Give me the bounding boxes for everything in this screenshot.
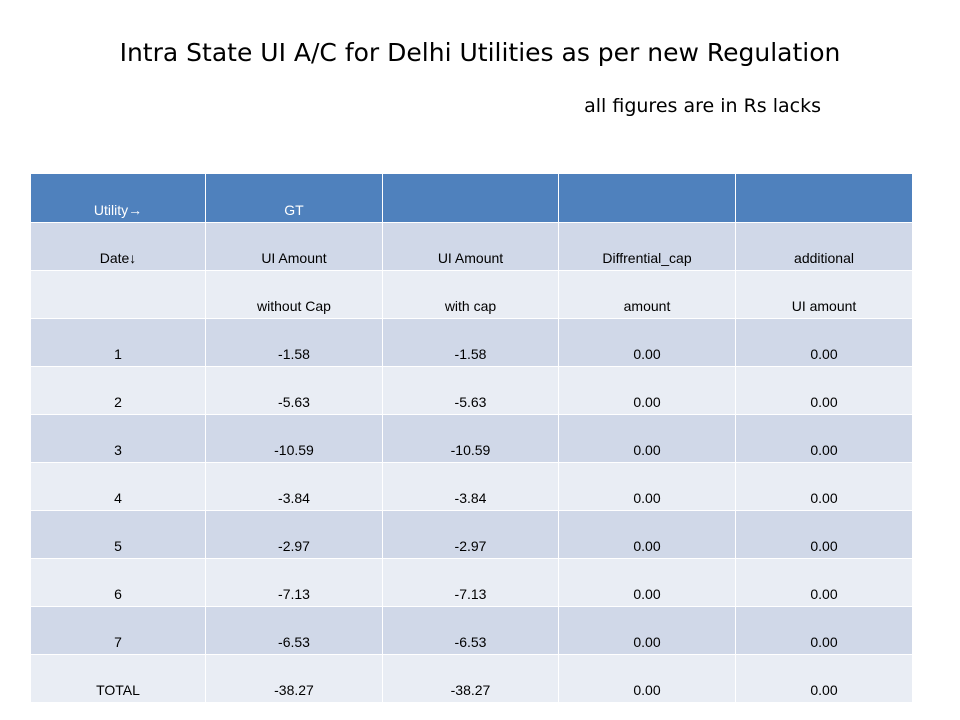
table-cell: 0.00 (735, 510, 913, 559)
subheader-cell: Date↓ (30, 222, 206, 271)
table-cell: -10.59 (382, 414, 559, 463)
subheader-cell: UI Amount (205, 222, 383, 271)
header-cell (558, 173, 736, 223)
table-cell: 0.00 (735, 318, 913, 367)
total-cell: 0.00 (558, 654, 736, 703)
table-cell: 0.00 (558, 462, 736, 511)
table-cell: -7.13 (205, 558, 383, 607)
table-row: 7 -6.53 -6.53 0.00 0.00 (30, 606, 913, 655)
table-header-row: Utility→ GT (30, 173, 913, 223)
table-cell: 0.00 (558, 558, 736, 607)
subheader-cell (30, 270, 206, 319)
table-cell: -5.63 (382, 366, 559, 415)
date-cell: 2 (30, 366, 206, 415)
table-cell: -6.53 (382, 606, 559, 655)
header-cell: Utility→ (30, 173, 206, 223)
table-cell: -2.97 (382, 510, 559, 559)
subheader-cell: additional (735, 222, 913, 271)
table-subheader-row: Date↓ UI Amount UI Amount Diffrential_ca… (30, 222, 913, 271)
table-cell: 0.00 (558, 606, 736, 655)
subheader-cell: with cap (382, 270, 559, 319)
table-cell: 0.00 (735, 558, 913, 607)
table-cell: 0.00 (735, 606, 913, 655)
table-row: 6 -7.13 -7.13 0.00 0.00 (30, 558, 913, 607)
subheader-cell: UI Amount (382, 222, 559, 271)
table-row: 4 -3.84 -3.84 0.00 0.00 (30, 462, 913, 511)
header-cell: GT (205, 173, 383, 223)
subheader-cell: UI amount (735, 270, 913, 319)
table-cell: -3.84 (205, 462, 383, 511)
table-cell: -2.97 (205, 510, 383, 559)
table-row: 3 -10.59 -10.59 0.00 0.00 (30, 414, 913, 463)
page-title: Intra State UI A/C for Delhi Utilities a… (119, 38, 841, 67)
table-row: 5 -2.97 -2.97 0.00 0.00 (30, 510, 913, 559)
table-cell: -7.13 (382, 558, 559, 607)
date-cell: 3 (30, 414, 206, 463)
date-cell: 4 (30, 462, 206, 511)
table-row: 2 -5.63 -5.63 0.00 0.00 (30, 366, 913, 415)
table-cell: 0.00 (558, 414, 736, 463)
subheader-cell: without Cap (205, 270, 383, 319)
header-cell (382, 173, 559, 223)
total-cell: -38.27 (205, 654, 383, 703)
units-note: all figures are in Rs lacks (584, 95, 821, 117)
table-cell: -10.59 (205, 414, 383, 463)
table-row: 1 -1.58 -1.58 0.00 0.00 (30, 318, 913, 367)
table-subheader-row: without Cap with cap amount UI amount (30, 270, 913, 319)
total-cell: -38.27 (382, 654, 559, 703)
subheader-cell: amount (558, 270, 736, 319)
table-cell: 0.00 (558, 318, 736, 367)
total-cell: 0.00 (735, 654, 913, 703)
table-cell: -1.58 (205, 318, 383, 367)
table-cell: 0.00 (558, 366, 736, 415)
table-cell: 0.00 (735, 462, 913, 511)
table-cell: -6.53 (205, 606, 383, 655)
date-cell: 7 (30, 606, 206, 655)
table-cell: 0.00 (735, 366, 913, 415)
total-label: TOTAL (30, 654, 206, 703)
ui-account-table: Utility→ GT Date↓ UI Amount UI Amount Di… (30, 173, 913, 703)
date-cell: 6 (30, 558, 206, 607)
table-total-row: TOTAL -38.27 -38.27 0.00 0.00 (30, 654, 913, 703)
table-cell: 0.00 (735, 414, 913, 463)
table-cell: 0.00 (558, 510, 736, 559)
header-cell (735, 173, 913, 223)
table-cell: -1.58 (382, 318, 559, 367)
subheader-cell: Diffrential_cap (558, 222, 736, 271)
date-cell: 5 (30, 510, 206, 559)
date-cell: 1 (30, 318, 206, 367)
table-cell: -3.84 (382, 462, 559, 511)
table-cell: -5.63 (205, 366, 383, 415)
